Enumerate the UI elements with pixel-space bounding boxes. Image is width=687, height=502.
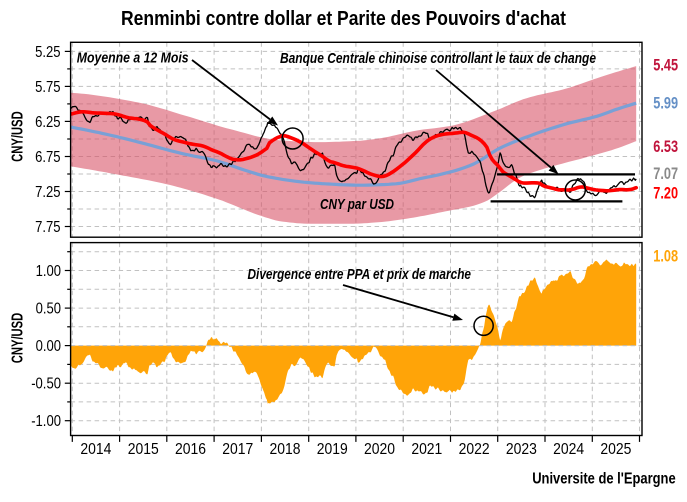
svg-text:2024: 2024 <box>553 441 584 458</box>
svg-text:7.75: 7.75 <box>35 219 60 236</box>
svg-text:6.53: 6.53 <box>653 138 678 156</box>
svg-text:2021: 2021 <box>411 441 442 458</box>
svg-text:2018: 2018 <box>270 441 301 458</box>
svg-text:2014: 2014 <box>80 441 111 458</box>
svg-text:Divergence entre PPA et prix d: Divergence entre PPA et prix de marche <box>248 266 472 283</box>
svg-text:5.45: 5.45 <box>653 57 678 75</box>
svg-text:Banque Centrale chinoise contr: Banque Centrale chinoise controllant le … <box>280 50 596 67</box>
svg-text:5.99: 5.99 <box>653 95 678 113</box>
svg-text:Universite de l'Epargne: Universite de l'Epargne <box>532 470 676 487</box>
svg-text:0.00: 0.00 <box>36 338 61 355</box>
svg-text:5.25: 5.25 <box>35 44 60 61</box>
svg-text:2019: 2019 <box>317 441 348 458</box>
svg-text:7.20: 7.20 <box>653 185 678 203</box>
svg-text:-1.00: -1.00 <box>31 413 61 430</box>
svg-text:2016: 2016 <box>175 441 206 458</box>
svg-text:Moyenne a 12 Mois: Moyenne a 12 Mois <box>77 49 189 66</box>
svg-text:2025: 2025 <box>600 441 631 458</box>
svg-text:7.25: 7.25 <box>35 184 60 201</box>
svg-text:1.08: 1.08 <box>653 248 678 266</box>
svg-text:CNY par USD: CNY par USD <box>320 196 394 213</box>
svg-text:1.00: 1.00 <box>36 263 61 280</box>
svg-text:2020: 2020 <box>364 441 395 458</box>
svg-text:2022: 2022 <box>459 441 490 458</box>
svg-text:6.25: 6.25 <box>35 114 60 131</box>
svg-text:6.75: 6.75 <box>35 149 60 166</box>
svg-text:5.75: 5.75 <box>35 79 60 96</box>
svg-text:CNY/USD: CNY/USD <box>10 313 27 364</box>
svg-text:2015: 2015 <box>128 441 159 458</box>
svg-text:7.07: 7.07 <box>653 165 678 183</box>
svg-text:0.50: 0.50 <box>36 300 61 317</box>
svg-text:Renminbi contre dollar et Pari: Renminbi contre dollar et Parite des Pou… <box>121 8 566 30</box>
svg-text:2023: 2023 <box>506 441 537 458</box>
svg-text:CNY/USD: CNY/USD <box>10 111 27 162</box>
svg-text:-0.50: -0.50 <box>31 376 61 393</box>
svg-text:2017: 2017 <box>222 441 253 458</box>
